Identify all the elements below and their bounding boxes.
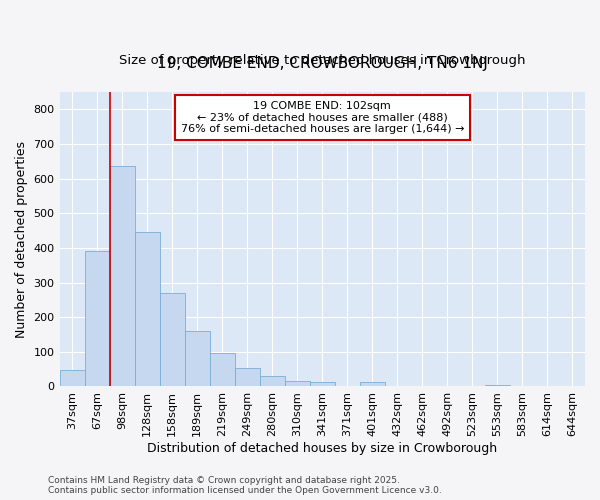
Bar (160, 293, 185, 386)
Bar (310, 382, 335, 386)
Bar (285, 380, 310, 386)
Bar (209, 352, 235, 386)
Text: 19 COMBE END: 102sqm
← 23% of detached houses are smaller (488)
76% of semi-deta: 19 COMBE END: 102sqm ← 23% of detached h… (181, 101, 464, 134)
Bar (260, 376, 285, 386)
Bar (59, 370, 85, 386)
Bar (185, 331, 209, 386)
Title: Size of property relative to detached houses in Crowborough: Size of property relative to detached ho… (119, 54, 526, 67)
Bar (360, 382, 385, 386)
Bar (134, 232, 160, 386)
Bar (235, 368, 260, 386)
Text: 19, COMBE END, CROWBOROUGH, TN6 1NJ: 19, COMBE END, CROWBOROUGH, TN6 1NJ (157, 56, 488, 72)
X-axis label: Distribution of detached houses by size in Crowborough: Distribution of detached houses by size … (147, 442, 497, 455)
Text: Contains HM Land Registry data © Crown copyright and database right 2025.
Contai: Contains HM Land Registry data © Crown c… (48, 476, 442, 495)
Bar (85, 252, 110, 386)
Bar (110, 166, 134, 386)
Y-axis label: Number of detached properties: Number of detached properties (15, 140, 28, 338)
